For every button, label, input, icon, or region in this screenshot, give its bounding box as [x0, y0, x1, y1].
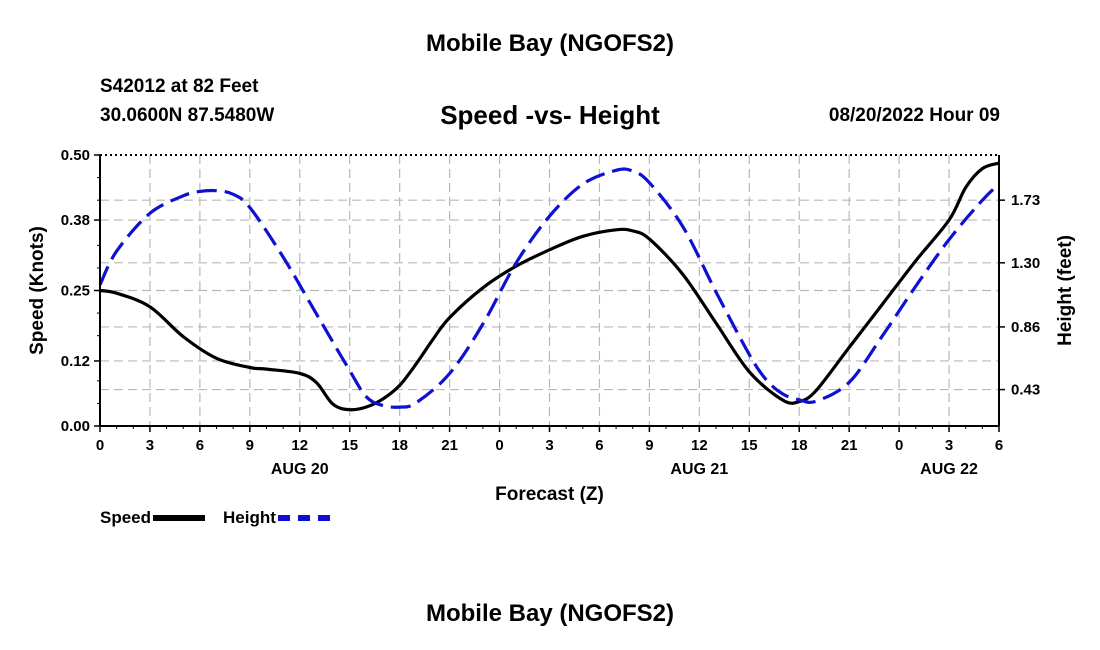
- axes: [94, 154, 1005, 432]
- station-label: S42012 at 82 Feet: [100, 76, 259, 97]
- y2-tick-label: 1.30: [1011, 255, 1040, 272]
- x-tick-label: 12: [691, 437, 708, 454]
- y-tick-label: 0.38: [61, 212, 90, 229]
- date-label: AUG 22: [920, 461, 978, 478]
- x-tick-label: 3: [945, 437, 953, 454]
- y2-tick-label: 0.43: [1011, 382, 1040, 399]
- chart-subtitle: Speed -vs- Height: [440, 100, 660, 130]
- x-axis-title: Forecast (Z): [495, 484, 604, 505]
- legend-speed-label: Speed: [100, 508, 152, 527]
- grid: [100, 155, 999, 426]
- x-tick-label: 9: [645, 437, 653, 454]
- x-tick-label: 21: [441, 437, 458, 454]
- x-tick-label: 15: [341, 437, 358, 454]
- x-tick-label: 3: [545, 437, 553, 454]
- series-layer: [98, 161, 1001, 412]
- x-tick-label: 6: [595, 437, 603, 454]
- legend-height-swatch: [277, 515, 330, 521]
- legend: Speed Height: [100, 508, 348, 528]
- coordinates-label: 30.0600N 87.5480W: [100, 105, 275, 126]
- x-tick-label: 21: [841, 437, 858, 454]
- x-tick-label: 0: [96, 437, 104, 454]
- x-tick-label: 3: [146, 437, 154, 454]
- x-tick-label: 0: [495, 437, 503, 454]
- x-tick-label: 6: [196, 437, 204, 454]
- x-tick-label: 12: [291, 437, 308, 454]
- footer-title: Mobile Bay (NGOFS2): [425, 600, 675, 627]
- legend-item-speed: Speed: [100, 508, 206, 528]
- date-label: AUG 21: [670, 461, 728, 478]
- date-label: AUG 20: [271, 461, 329, 478]
- y2-tick-label: 0.86: [1011, 319, 1040, 336]
- legend-item-height: Height: [223, 508, 330, 528]
- legend-speed-swatch: [153, 515, 206, 521]
- legend-height-label: Height: [223, 508, 276, 527]
- y-axis-title: Speed (Knots): [27, 226, 48, 355]
- y2-axis-title: Height (feet): [1055, 235, 1076, 346]
- x-tick-label: 0: [895, 437, 903, 454]
- y2-tick-label: 1.73: [1011, 192, 1040, 209]
- forecast-datetime: 08/20/2022 Hour 09: [828, 105, 1000, 126]
- axis-labels: 0 3 6 9 12 15 18 21 0 3 6 9 12 15 18 21 0 3 6 AUG 20 AUG 21 A…: [27, 147, 1076, 505]
- x-tick-label: 9: [246, 437, 254, 454]
- x-tick-label: 6: [995, 437, 1003, 454]
- speed-series-line: [99, 161, 1000, 412]
- y-tick-label: 0.50: [61, 147, 90, 164]
- y-tick-label: 0.00: [61, 418, 90, 435]
- chart-main-title: Mobile Bay (NGOFS2): [425, 30, 675, 57]
- y-tick-label: 0.12: [61, 353, 90, 370]
- height-series-line: [98, 167, 1001, 409]
- x-tick-label: 18: [791, 437, 808, 454]
- x-tick-label: 15: [741, 437, 758, 454]
- x-tick-label: 18: [391, 437, 408, 454]
- y-tick-label: 0.25: [61, 283, 90, 300]
